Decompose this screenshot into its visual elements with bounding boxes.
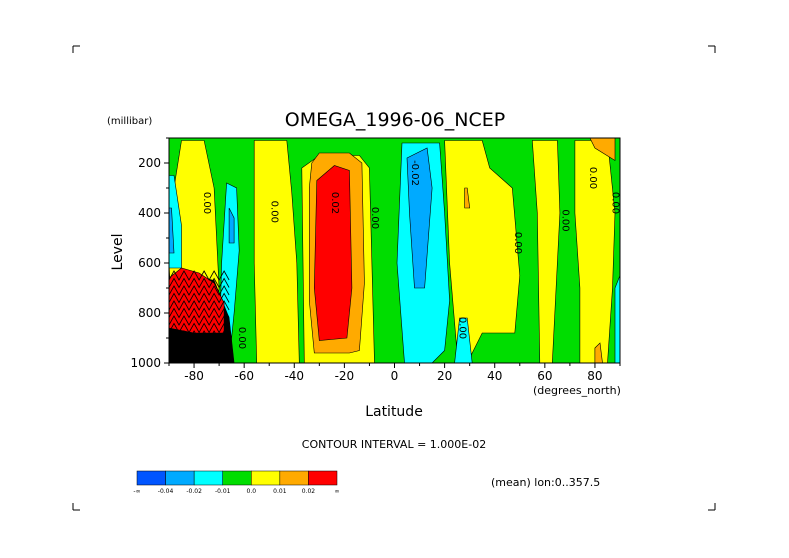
contour-region-17: [574, 140, 616, 363]
contour-label: 0.00: [369, 207, 380, 229]
colorbar-label: 0.02: [302, 488, 316, 495]
contour-line-5: [169, 307, 230, 319]
contour-line-2: [169, 285, 230, 296]
contour-line-0: [169, 270, 230, 281]
contour-region-18: [589, 138, 616, 162]
contour-region-7: [253, 140, 300, 363]
x-tick-label: 60: [537, 369, 552, 383]
y-tick-label: 800: [138, 306, 161, 320]
contour-region-15: [464, 187, 471, 209]
x-tick-label: 20: [437, 369, 452, 383]
contour-region-16: [531, 140, 561, 363]
contour-fill-regions: [169, 138, 620, 363]
contour-region-20: [614, 275, 620, 363]
x-tick-label: -40: [284, 369, 304, 383]
x-tick-label: 0: [391, 369, 399, 383]
colorbar-label: 0.01: [273, 488, 287, 495]
contour-label: 0.00: [610, 192, 621, 214]
colorbar-label: -0.02: [186, 488, 202, 495]
contour-label: 0.00: [269, 201, 280, 223]
contour-region-10: [313, 165, 353, 341]
y-units-label: (millibar): [107, 116, 152, 127]
contour-line-11: [169, 352, 230, 363]
contour-line-4: [169, 300, 230, 311]
y-tick-label: 1000: [130, 356, 161, 370]
chart-title: OMEGA_1996-06_NCEP: [285, 109, 505, 131]
contour-region-4: [228, 207, 235, 244]
contour-label: 0.00: [201, 192, 212, 214]
colorbar-label: -∞: [133, 488, 140, 495]
contour-region-19: [594, 342, 603, 363]
x-tick-label: -60: [234, 369, 254, 383]
contour-label: 0.00: [587, 167, 598, 189]
contour-line-7: [169, 322, 230, 334]
contour-region-14: [454, 317, 473, 363]
x-axis-label: Latitude: [365, 404, 423, 420]
contour-line-8: [169, 330, 230, 341]
y-tick-label: 600: [138, 256, 161, 270]
y-axis-ticks: 200 400 600 800 1000: [130, 137, 169, 370]
contour-line-1: [169, 277, 230, 289]
contour-line-9: [169, 337, 230, 349]
y-tick-label: 200: [138, 156, 161, 170]
y-tick-label: 400: [138, 206, 161, 220]
colorbar-swatch: [136, 470, 166, 486]
contour-interval-text: CONTOUR INTERVAL = 1.000E-02: [302, 438, 486, 451]
x-units-label: (degrees_north): [533, 384, 621, 397]
contour-region-2: [169, 207, 175, 254]
colorbar-swatch: [222, 470, 252, 486]
footer-text: (mean) lon:0..357.5: [491, 476, 600, 489]
colorbar-label: ∞: [335, 488, 340, 495]
contour-label: 0.00: [236, 327, 247, 349]
dense-contour-lines: [169, 270, 230, 363]
contour-line-10: [169, 345, 230, 356]
x-axis-ticks: -80 -60 -40 -20 0 20 40 60 80: [168, 363, 621, 383]
contour-label: 0.02: [329, 192, 340, 214]
colorbar-swatch: [279, 470, 309, 486]
contour-region-13: [444, 140, 521, 359]
contour-label: 0.00: [512, 232, 523, 254]
colorbar-label: -0.04: [158, 488, 174, 495]
x-tick-label: -80: [184, 369, 204, 383]
contour-label: -0.02: [409, 160, 420, 186]
x-tick-label: 80: [587, 369, 602, 383]
colorbar-label: -0.01: [215, 488, 231, 495]
contour-region-12: [406, 147, 433, 289]
colorbar-swatch: [251, 470, 281, 486]
contour-line-6: [169, 315, 230, 326]
x-tick-label: -20: [335, 369, 355, 383]
contour-labels: 0.00 0.00 0.02 0.00 -0.02 0.00 0.00 0.00 0.00 0.0…: [201, 160, 620, 349]
contour-label: 0.00: [559, 209, 570, 231]
crop-marks: [72, 45, 716, 511]
colorbar-label: 0.0: [247, 488, 257, 495]
colorbar-swatch: [193, 470, 223, 486]
y-axis-label: Level: [110, 234, 126, 271]
contour-line-3: [169, 292, 230, 304]
contour-label: 0.00: [457, 317, 468, 339]
colorbar-swatch: [165, 470, 195, 486]
colorbar: -∞ -0.04 -0.02 -0.01 0.0 0.01 0.02 ∞: [133, 470, 340, 495]
x-tick-label: 40: [487, 369, 502, 383]
colorbar-swatch: [308, 470, 338, 486]
